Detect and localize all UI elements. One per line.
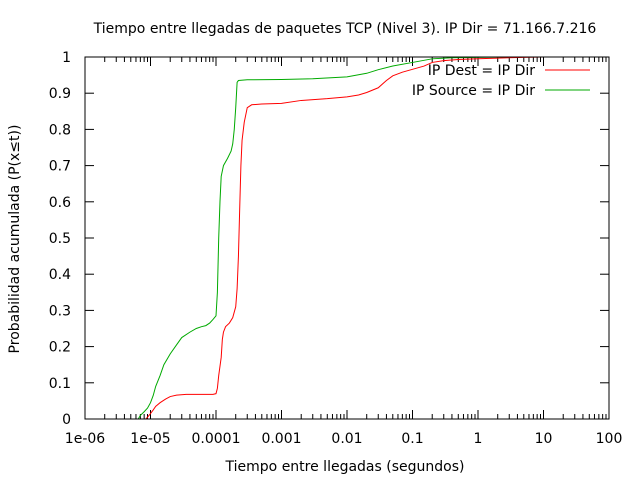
y-tick-label: 0.7 [49,159,71,175]
y-tick-label: 0.1 [49,376,71,392]
y-tick-label: 0.4 [49,267,71,283]
y-tick-label: 0.8 [49,122,71,138]
y-tick-label: 0.3 [49,303,71,319]
x-tick-label: 0.001 [261,431,301,447]
x-tick-label: 100 [596,431,623,447]
series-line-ip-source [137,57,544,419]
y-tick-label: 0.5 [49,231,71,247]
legend: IP Dest = IP Dir IP Source = IP Dir [412,63,590,99]
y-tick-label: 0.9 [49,86,71,102]
x-axis-label: Tiempo entre llegadas (segundos) [225,459,465,475]
y-tick-label: 0.2 [49,340,71,356]
x-tick-labels: 1e-06 1e-05 0.0001 0.001 0.01 0.1 1 10 100 [65,431,623,447]
y-tick-label: 1 [62,50,71,66]
x-tick-label: 0.01 [331,431,362,447]
chart-title: Tiempo entre llegadas de paquetes TCP (N… [93,21,597,37]
y-axis-label: Probabilidad acumulada (P(x≤t)) [7,125,23,354]
y-tick-label: 0.6 [49,195,71,211]
x-tick-label: 0.0001 [192,431,241,447]
legend-label-ip-source: IP Source = IP Dir [412,83,535,99]
legend-label-ip-dest: IP Dest = IP Dir [428,63,536,79]
y-tick-label: 0 [62,412,71,428]
x-tick-label: 1 [474,431,483,447]
x-tick-label: 1e-06 [65,431,105,447]
y-tick-labels: 0 0.1 0.2 0.3 0.4 0.5 0.6 0.7 0.8 0.9 1 [49,50,71,428]
series-lines [137,57,544,419]
x-tick-label: 10 [535,431,553,447]
x-tick-label: 0.1 [401,431,423,447]
x-tick-label: 1e-05 [130,431,170,447]
plot-frame [84,56,610,420]
series-line-ip-dest [145,57,544,419]
